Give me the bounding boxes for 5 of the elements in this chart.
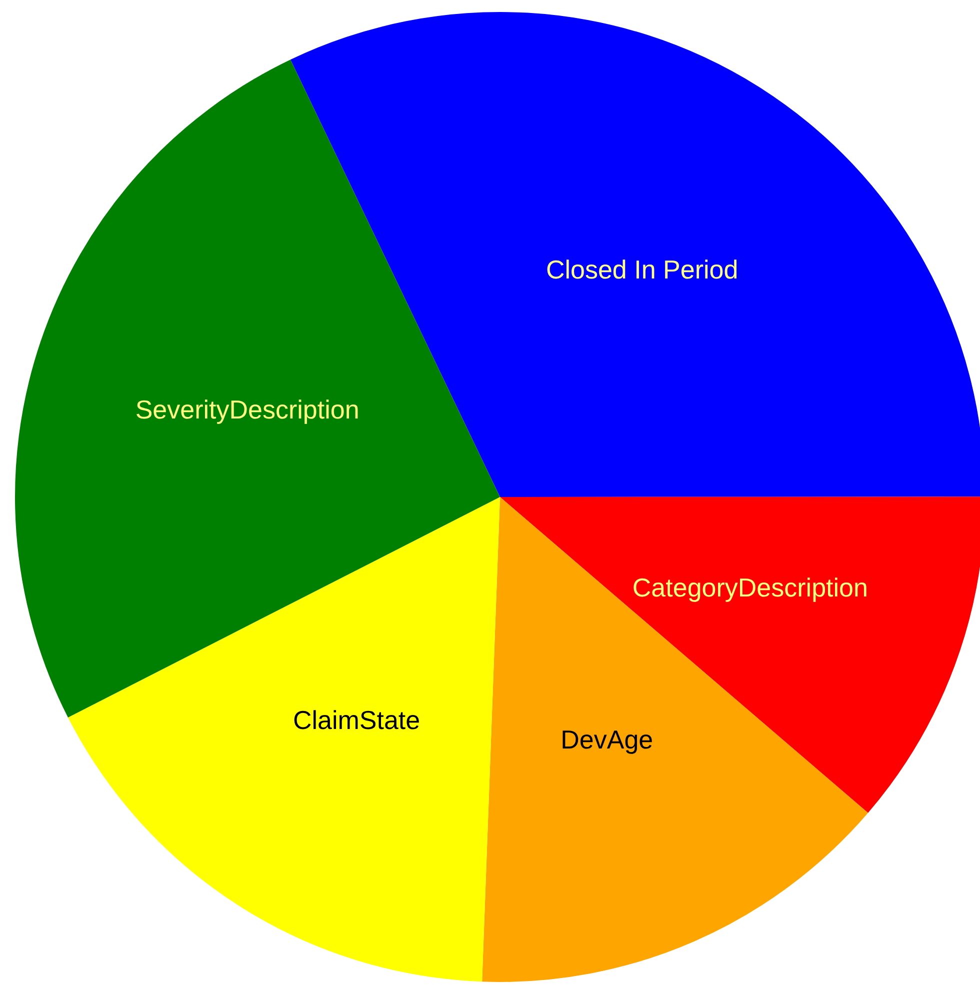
slice-label: DevAge [560,724,654,755]
slice-label: ClaimState [292,705,420,736]
slice-label: CategoryDescription [632,572,868,603]
slice-label: SeverityDescription [135,394,360,425]
slice-label: Closed In Period [546,254,738,284]
